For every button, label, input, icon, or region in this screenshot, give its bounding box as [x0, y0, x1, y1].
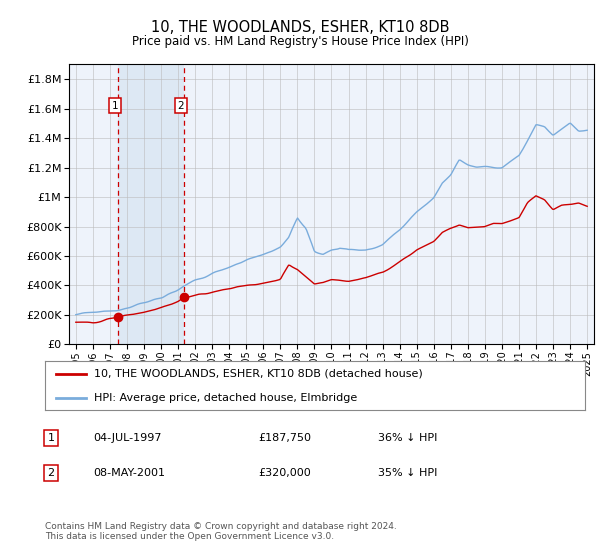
Text: Price paid vs. HM Land Registry's House Price Index (HPI): Price paid vs. HM Land Registry's House …: [131, 35, 469, 48]
Text: 1: 1: [47, 433, 55, 443]
Text: 2: 2: [47, 468, 55, 478]
Text: 08-MAY-2001: 08-MAY-2001: [93, 468, 165, 478]
Text: 36% ↓ HPI: 36% ↓ HPI: [378, 433, 437, 443]
Text: HPI: Average price, detached house, Elmbridge: HPI: Average price, detached house, Elmb…: [94, 393, 357, 403]
Text: Contains HM Land Registry data © Crown copyright and database right 2024.
This d: Contains HM Land Registry data © Crown c…: [45, 522, 397, 542]
Text: 10, THE WOODLANDS, ESHER, KT10 8DB (detached house): 10, THE WOODLANDS, ESHER, KT10 8DB (deta…: [94, 369, 422, 379]
Text: 1: 1: [112, 101, 118, 111]
Text: 35% ↓ HPI: 35% ↓ HPI: [378, 468, 437, 478]
Text: 2: 2: [178, 101, 184, 111]
Bar: [118, 64, 184, 344]
Text: 10, THE WOODLANDS, ESHER, KT10 8DB: 10, THE WOODLANDS, ESHER, KT10 8DB: [151, 20, 449, 35]
Text: £187,750: £187,750: [258, 433, 311, 443]
Text: 04-JUL-1997: 04-JUL-1997: [93, 433, 161, 443]
Text: £320,000: £320,000: [258, 468, 311, 478]
